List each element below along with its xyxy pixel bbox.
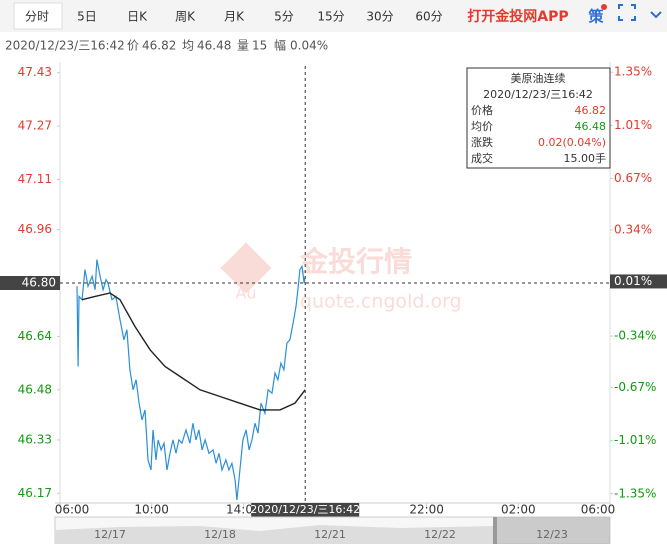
tooltip-value: 46.48 xyxy=(575,120,607,133)
y2-tick-label: -0.34% xyxy=(614,329,656,343)
info-label: 均 xyxy=(182,39,194,53)
y2-tick-label: -0.67% xyxy=(614,380,656,394)
tooltip-box xyxy=(466,67,611,169)
tab[interactable]: 日K xyxy=(127,10,148,24)
y2-tick-label: 0.34% xyxy=(614,222,652,236)
active-tab[interactable] xyxy=(13,2,63,30)
navigator-window[interactable] xyxy=(495,517,610,544)
navigator-area xyxy=(55,525,495,544)
x-tick-label: 02:00 xyxy=(501,503,536,517)
info-value: 0.04% xyxy=(290,39,328,53)
crosshair-x-box xyxy=(251,503,360,517)
info-value: 46.48 xyxy=(197,39,231,53)
navigator-date: 12/17 xyxy=(94,528,126,541)
tab[interactable]: 30分 xyxy=(366,10,393,24)
tooltip-value: 0.02(0.04%) xyxy=(538,136,606,149)
dropdown-icon[interactable] xyxy=(650,11,662,19)
tooltip-value: 46.82 xyxy=(575,104,607,117)
fullscreen-icon[interactable] xyxy=(618,4,636,21)
x-tick-label: 22:00 xyxy=(409,503,444,517)
tab[interactable]: 5日 xyxy=(77,10,97,24)
y-tick-label: 46.64 xyxy=(18,329,52,343)
y-tick-label: 46.96 xyxy=(18,222,52,236)
app-link[interactable]: 打开金投网APP xyxy=(467,8,568,25)
info-datetime: 2020/12/23/三16:42 xyxy=(5,39,125,53)
tooltip-label: 成交 xyxy=(471,151,493,165)
x-tick-label: 10:00 xyxy=(134,503,169,517)
watermark-url: quote.cngold.org xyxy=(300,291,462,313)
tooltip-value: 15.00手 xyxy=(564,151,607,165)
tooltip: 美原油连续 2020/12/23/三16:42 价格 46.82 均价 46.4… xyxy=(466,67,611,169)
watermark-brand: 金投行情 xyxy=(299,245,412,278)
navigator-handle[interactable] xyxy=(493,517,497,544)
y2-tick-label: 1.35% xyxy=(614,65,652,79)
tab[interactable]: 周K xyxy=(175,10,196,24)
info-value: 15 xyxy=(252,39,267,53)
crosshair-y2-label: 0.01% xyxy=(614,274,652,288)
y-tick-label: 47.27 xyxy=(18,119,52,133)
crosshair-y-box xyxy=(0,276,60,290)
toolbar xyxy=(0,0,667,32)
tab[interactable]: 15分 xyxy=(317,10,344,24)
tooltip-label: 价格 xyxy=(471,103,493,117)
series-line xyxy=(76,259,306,501)
badge xyxy=(601,4,607,10)
tab[interactable]: 5分 xyxy=(274,10,294,24)
y2-tick-label: -1.01% xyxy=(614,433,656,447)
crosshair-y-label: 46.80 xyxy=(22,276,56,290)
strategy-button[interactable]: 策 xyxy=(587,8,604,26)
tab[interactable]: 分时 xyxy=(25,10,49,24)
y2-tick-label: 0.67% xyxy=(614,171,652,185)
y-tick-label: 46.48 xyxy=(18,382,52,396)
y-tick-label: 46.33 xyxy=(18,432,52,446)
y-tick-label: 46.17 xyxy=(18,486,52,500)
watermark: Au 金投行情 quote.cngold.org xyxy=(220,242,462,313)
navigator-date: 12/22 xyxy=(424,528,456,541)
y2-tick-label: -1.35% xyxy=(614,486,656,500)
series-line xyxy=(81,292,306,411)
crosshair-y2-box xyxy=(610,274,667,289)
tooltip-label: 涨跌 xyxy=(471,135,493,149)
crosshair-x-label: 2020/12/23/三16:42 xyxy=(250,503,360,516)
navigator-date: 12/21 xyxy=(314,528,346,541)
x-tick-label: 06:00 xyxy=(581,503,616,517)
info-label: 价 xyxy=(127,39,139,53)
x-tick-label: 06:00 xyxy=(55,503,90,517)
tab[interactable]: 月K xyxy=(224,10,245,24)
y-tick-label: 47.11 xyxy=(18,172,52,186)
tab[interactable]: 60分 xyxy=(415,10,442,24)
navigator-date: 12/18 xyxy=(204,528,236,541)
y2-tick-label: 1.01% xyxy=(614,118,652,132)
navigator-date: 12/23 xyxy=(536,528,568,541)
info-label: 量 xyxy=(237,39,249,53)
y-tick-label: 47.43 xyxy=(18,65,52,79)
info-value: 46.82 xyxy=(142,39,176,53)
tooltip-label: 均价 xyxy=(471,120,493,133)
navigator: 12/17 12/18 12/21 12/22 12/23 xyxy=(54,516,611,544)
tooltip-title: 美原油连续 xyxy=(511,71,566,85)
info-label: 幅 xyxy=(274,38,286,53)
tooltip-datetime: 2020/12/23/三16:42 xyxy=(483,88,593,101)
watermark-logo: Au xyxy=(235,284,256,303)
